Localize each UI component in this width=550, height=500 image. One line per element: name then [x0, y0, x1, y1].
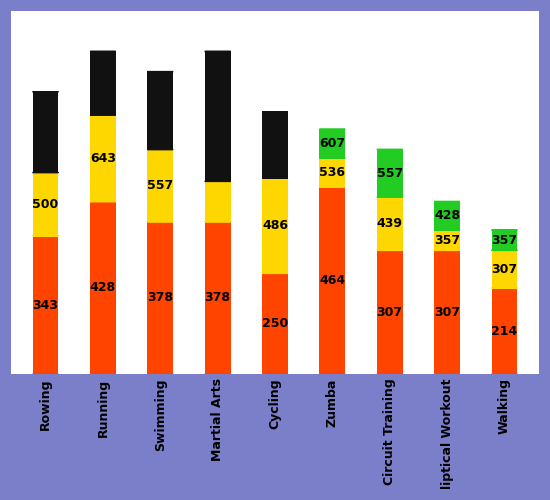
Bar: [492, 288, 518, 374]
Bar: [205, 222, 230, 374]
Bar: [32, 236, 58, 374]
Bar: [90, 202, 116, 374]
Bar: [90, 115, 116, 202]
Bar: [205, 52, 230, 182]
Bar: [377, 197, 403, 250]
Text: 428: 428: [90, 282, 116, 294]
Text: 343: 343: [32, 298, 58, 312]
Bar: [492, 230, 518, 250]
Text: 307: 307: [377, 306, 403, 319]
Bar: [32, 172, 58, 236]
Text: 378: 378: [147, 292, 173, 304]
Bar: [90, 52, 116, 115]
Bar: [262, 274, 288, 374]
Bar: [320, 187, 345, 374]
Bar: [32, 92, 58, 172]
Text: 428: 428: [434, 210, 460, 222]
Bar: [147, 150, 173, 222]
Text: 500: 500: [32, 198, 59, 210]
Bar: [320, 130, 345, 158]
Text: 307: 307: [491, 262, 518, 276]
Text: 607: 607: [320, 137, 345, 150]
Text: 357: 357: [491, 234, 518, 247]
Text: 464: 464: [320, 274, 345, 287]
Text: 250: 250: [262, 318, 288, 330]
Text: 536: 536: [320, 166, 345, 179]
Bar: [377, 150, 403, 197]
Text: 307: 307: [434, 306, 460, 319]
Text: 378: 378: [205, 292, 230, 304]
Bar: [377, 250, 403, 374]
Text: 643: 643: [90, 152, 116, 164]
Text: 214: 214: [491, 324, 518, 338]
Text: 486: 486: [262, 220, 288, 232]
Bar: [320, 158, 345, 187]
Bar: [147, 222, 173, 374]
Bar: [434, 250, 460, 374]
Text: 357: 357: [434, 234, 460, 247]
Text: 557: 557: [147, 179, 173, 192]
Bar: [434, 202, 460, 230]
Text: 557: 557: [377, 167, 403, 180]
Text: 439: 439: [377, 217, 403, 230]
Bar: [434, 230, 460, 250]
Bar: [262, 178, 288, 274]
Bar: [492, 250, 518, 288]
Bar: [205, 182, 230, 222]
Bar: [262, 112, 288, 178]
Bar: [147, 72, 173, 150]
